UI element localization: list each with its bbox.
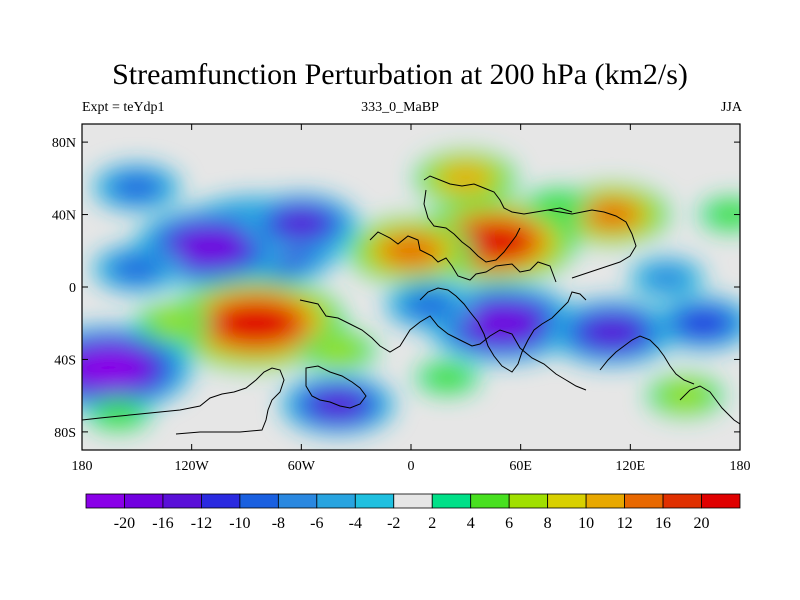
- colorbar-box: [547, 493, 587, 509]
- field-cell: [536, 194, 579, 217]
- y-tick-label: 80S: [54, 426, 76, 441]
- coastline-europe: [423, 189, 521, 263]
- x-tick-label: 0: [408, 459, 415, 474]
- field-cell: [114, 175, 160, 200]
- colorbar-box: [277, 493, 318, 509]
- field-cell: [176, 229, 244, 265]
- x-tick-label: 60E: [509, 459, 532, 474]
- colorbar-label: 2: [428, 515, 436, 532]
- colorbar-label: -20: [114, 515, 135, 532]
- colorbar-label: 6: [505, 515, 513, 532]
- colorbar-box: [701, 493, 741, 509]
- field-cell: [152, 312, 195, 335]
- colorbar-label: 12: [617, 515, 633, 532]
- colorbar-label: -12: [191, 515, 212, 532]
- field-cell: [97, 402, 140, 425]
- colorbar-label: 4: [467, 515, 475, 532]
- colorbar-box: [316, 493, 356, 509]
- run-label: 333_0_MaBP: [361, 100, 439, 115]
- field-cell: [275, 210, 328, 238]
- colorbar-label: 20: [694, 515, 710, 532]
- colorbar-box: [662, 493, 702, 509]
- colorbar-box: [585, 493, 625, 509]
- colorbar-box: [239, 493, 279, 509]
- field-cell: [710, 203, 740, 226]
- field-cell: [583, 317, 641, 348]
- x-tick-label: 120W: [175, 459, 210, 474]
- field-cell: [468, 306, 536, 341]
- colorbar: -20 -16 -12 -10 -8 -6 -4 -2 2 4 6 8 10 12 16 20: [85, 493, 741, 532]
- colorbar-box: [470, 493, 510, 509]
- colorbar-box: [508, 493, 549, 509]
- field-cell: [457, 223, 529, 260]
- colorbar-box: [431, 493, 472, 509]
- chart-title: Streamfunction Perturbation at 200 hPa (…: [112, 58, 688, 91]
- colorbar-label: 16: [655, 515, 671, 532]
- coastline-antarctica: [82, 367, 285, 435]
- colorbar-label: 8: [544, 515, 552, 532]
- field-cell: [217, 303, 294, 343]
- field-cell: [664, 384, 707, 407]
- axis-tick-labels: 180 120W 60W 0 60E 120E 180 80N 40N 0 40S 80S: [52, 136, 751, 474]
- colorbar-box: [124, 493, 164, 509]
- colorbar-box: [201, 493, 241, 509]
- coastlines: [82, 175, 740, 435]
- field-cell: [114, 257, 160, 281]
- colorbar-box: [85, 493, 125, 509]
- colorbar-box: [393, 493, 433, 509]
- x-tick-label: 60W: [288, 459, 316, 474]
- y-tick-label: 40N: [52, 209, 76, 224]
- colorbar-label: -4: [349, 515, 362, 532]
- colorbar-label: -2: [387, 515, 400, 532]
- coastline-americas: [369, 231, 557, 283]
- contour-field: [82, 124, 740, 450]
- coastline-africa: [419, 287, 587, 373]
- coastline-south-america: [299, 299, 587, 391]
- season-label: JJA: [720, 100, 742, 115]
- x-tick-label: 180: [730, 459, 751, 474]
- coastline-eurasia: [423, 175, 637, 279]
- x-tick-label: 120E: [616, 459, 646, 474]
- field-cell: [645, 266, 688, 290]
- axis-ticks: [81, 124, 741, 450]
- y-tick-label: 40S: [54, 353, 76, 368]
- colorbar-box: [162, 493, 202, 509]
- colorbar-box: [354, 493, 395, 509]
- field-cell: [679, 310, 728, 336]
- y-tick-label: 0: [69, 281, 76, 296]
- field-cell: [406, 293, 452, 317]
- coastline-australia: [599, 335, 695, 385]
- field-cell: [316, 339, 359, 362]
- colorbar-label: 10: [578, 515, 594, 532]
- coastline-antarctic-east: [679, 385, 740, 425]
- colorbar-label: -16: [152, 515, 173, 532]
- field-cell: [82, 350, 145, 387]
- y-tick-label: 80N: [52, 136, 76, 151]
- field-cell: [426, 366, 469, 389]
- coastline-north-polar: [305, 365, 367, 409]
- coastline-island-east: [547, 207, 573, 213]
- colorbar-box: [624, 493, 664, 509]
- experiment-label: Expt = teYdp1: [82, 100, 165, 115]
- colorbar-label: -8: [272, 515, 285, 532]
- colorbar-label: -6: [310, 515, 323, 532]
- x-tick-label: 180: [72, 459, 93, 474]
- field-cell: [382, 235, 440, 266]
- colorbar-label: -10: [229, 515, 250, 532]
